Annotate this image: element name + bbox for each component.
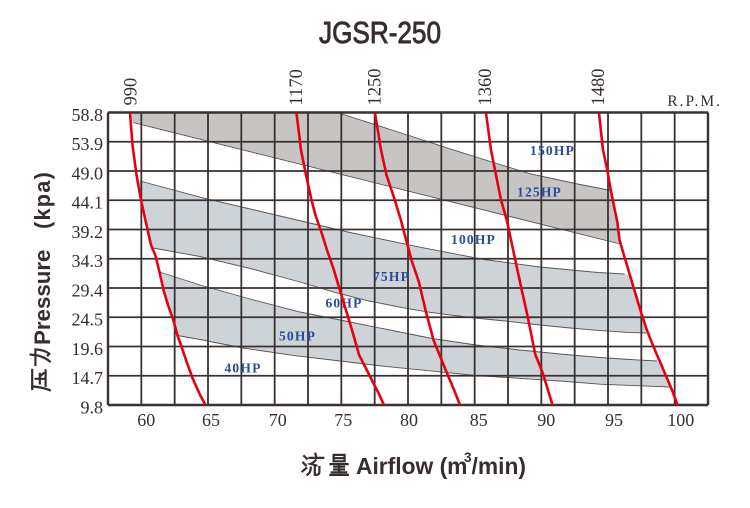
- svg-text:JGSR-250: JGSR-250: [319, 15, 441, 50]
- svg-text:95: 95: [605, 410, 623, 430]
- svg-text:90: 90: [537, 410, 555, 430]
- svg-text:100HP: 100HP: [451, 232, 496, 247]
- svg-text:29.4: 29.4: [72, 280, 104, 300]
- svg-text:125HP: 125HP: [517, 185, 562, 200]
- svg-text:60: 60: [137, 410, 155, 430]
- svg-text:58.8: 58.8: [72, 105, 104, 125]
- svg-text:990: 990: [122, 78, 142, 106]
- svg-text:70: 70: [269, 410, 287, 430]
- svg-text:9.8: 9.8: [81, 397, 104, 417]
- svg-text:1250: 1250: [366, 69, 386, 106]
- svg-text:1170: 1170: [287, 69, 307, 105]
- svg-text:65: 65: [202, 410, 220, 430]
- svg-text:1360: 1360: [476, 69, 496, 106]
- svg-text:19.6: 19.6: [72, 339, 104, 359]
- svg-text:Pressure: Pressure: [30, 250, 55, 345]
- svg-text:(kpa): (kpa): [30, 171, 55, 229]
- svg-text:80: 80: [400, 410, 418, 430]
- svg-text:75HP: 75HP: [373, 269, 410, 284]
- svg-text:40HP: 40HP: [224, 361, 261, 376]
- svg-text:Airflow (m: Airflow (m: [356, 453, 467, 479]
- svg-text:50HP: 50HP: [279, 329, 316, 344]
- svg-text:75: 75: [334, 410, 352, 430]
- svg-text:39.2: 39.2: [72, 222, 104, 242]
- svg-text:100: 100: [667, 410, 694, 430]
- svg-text:53.9: 53.9: [72, 134, 104, 154]
- svg-text:1480: 1480: [589, 69, 609, 106]
- svg-text:24.5: 24.5: [72, 310, 104, 330]
- svg-text:49.0: 49.0: [72, 163, 104, 183]
- svg-text:150HP: 150HP: [530, 143, 575, 158]
- svg-text:85: 85: [470, 410, 488, 430]
- svg-text:14.7: 14.7: [72, 368, 104, 388]
- svg-text:44.1: 44.1: [72, 193, 104, 213]
- svg-text:/min): /min): [472, 453, 526, 479]
- svg-text:3: 3: [464, 450, 472, 465]
- svg-text:34.3: 34.3: [72, 251, 104, 271]
- svg-text:R.P.M.: R.P.M.: [667, 93, 722, 110]
